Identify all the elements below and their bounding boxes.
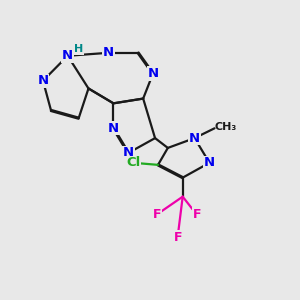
Text: F: F (192, 208, 201, 221)
Text: N: N (204, 156, 215, 169)
Text: N: N (147, 67, 158, 80)
Text: F: F (173, 231, 182, 244)
Text: Cl: Cl (126, 156, 140, 169)
Text: N: N (108, 122, 119, 135)
Text: CH₃: CH₃ (214, 122, 237, 132)
Text: N: N (38, 74, 49, 87)
Text: N: N (62, 49, 73, 62)
Text: N: N (103, 46, 114, 59)
Text: F: F (153, 208, 161, 221)
Text: H: H (74, 44, 84, 54)
Text: N: N (123, 146, 134, 160)
Text: N: N (189, 132, 200, 145)
